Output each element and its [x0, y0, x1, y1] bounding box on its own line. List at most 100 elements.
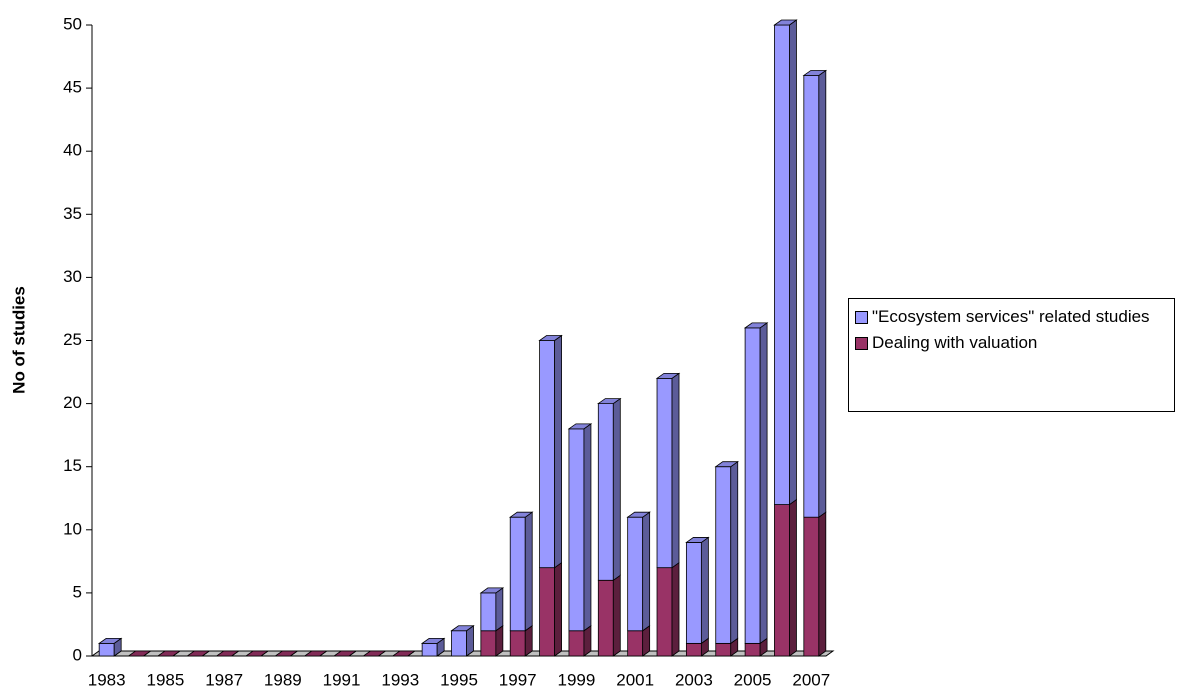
bar-segment [715, 466, 732, 644]
bar-segment [774, 24, 790, 505]
y-tick-label: 15 [63, 456, 82, 475]
bar-top [420, 637, 446, 644]
bar-segment [98, 642, 115, 657]
bar-side [671, 372, 680, 569]
legend-label: "Ecosystem services" related studies [872, 307, 1150, 326]
legend-label: Dealing with valuation [872, 333, 1038, 352]
bar-segment [627, 630, 644, 657]
x-tick-label: 1995 [440, 670, 478, 689]
bar-top [156, 650, 182, 657]
bar-segment [803, 516, 820, 657]
y-tick-label: 50 [63, 14, 82, 33]
y-tick-label: 20 [63, 393, 82, 412]
x-tick-label: 1993 [381, 670, 419, 689]
bar-side [612, 397, 621, 582]
bar-segment [568, 428, 585, 632]
bar-segment [685, 542, 702, 644]
y-tick-label: 45 [63, 78, 82, 97]
x-tick-label: 2001 [616, 670, 654, 689]
bar-segment [509, 516, 526, 632]
y-tick-label: 10 [63, 519, 82, 538]
bar-top [802, 70, 828, 76]
bar-top [450, 625, 475, 632]
x-tick-label: 1985 [146, 670, 184, 689]
bar-segment [744, 642, 761, 657]
bar-top [303, 650, 328, 657]
bar-side [700, 536, 709, 645]
bar-side [612, 574, 621, 657]
bar-top [391, 650, 417, 657]
bar-side [818, 511, 827, 657]
bar-segment [451, 630, 467, 657]
bar-top [773, 19, 798, 26]
x-tick-label: 2003 [675, 670, 713, 689]
bar-segment [656, 377, 673, 569]
bar-top [685, 537, 710, 543]
bar-segment [803, 75, 820, 518]
bar-segment [480, 592, 497, 632]
bar-side [730, 460, 739, 645]
y-axis-label: No of studies [9, 286, 28, 394]
bar-segment [685, 642, 702, 657]
legend-item: Dealing with valuation [855, 333, 1168, 353]
bar-top [597, 398, 622, 405]
bar-side [789, 19, 797, 506]
x-tick-label: 1987 [205, 670, 243, 689]
bar-side [583, 423, 592, 632]
bar-segment [480, 630, 497, 657]
bar-segment [744, 327, 761, 644]
bar-side [818, 69, 827, 518]
bar-top [215, 650, 240, 657]
bar-top [127, 650, 152, 657]
bar-top [626, 511, 651, 518]
bar-top [332, 650, 358, 657]
legend: "Ecosystem services" related studies Deal… [848, 298, 1175, 412]
y-tick-label: 30 [63, 267, 82, 286]
x-tick-label: 1999 [558, 670, 596, 689]
bar-side [789, 498, 797, 657]
bar-segment [539, 567, 555, 657]
bar-side [524, 511, 533, 632]
bar-side [495, 587, 504, 632]
bar-side [759, 322, 768, 645]
bar-segment [509, 630, 526, 657]
bar-top [97, 637, 123, 644]
bar-top [655, 372, 681, 379]
bar-top [274, 650, 299, 657]
bar-segment [656, 567, 673, 657]
y-tick-label: 40 [63, 141, 82, 160]
bar-segment [597, 403, 614, 581]
bar-side [671, 561, 680, 657]
y-tick-label: 35 [63, 204, 82, 223]
bar-segment [597, 579, 614, 657]
bar-top [538, 335, 563, 341]
x-tick-label: 2007 [792, 670, 830, 689]
bar-segment [421, 642, 438, 657]
x-tick-label: 1991 [323, 670, 361, 689]
bar-segment [539, 340, 555, 569]
bar-side [554, 561, 562, 657]
bar-top [244, 650, 270, 657]
x-tick-label: 1989 [264, 670, 302, 689]
bar-top [567, 423, 593, 430]
legend-swatch [855, 337, 868, 350]
y-tick-label: 5 [73, 582, 82, 601]
x-tick-label: 2005 [734, 670, 772, 689]
bar-segment [715, 642, 732, 657]
y-tick-label: 25 [63, 330, 82, 349]
legend-swatch [855, 311, 868, 324]
bar-side [642, 511, 651, 632]
x-tick-label: 1983 [88, 670, 126, 689]
legend-item: "Ecosystem services" related studies [855, 307, 1168, 327]
bar-top [362, 650, 387, 657]
bar-top [743, 322, 769, 329]
bar-side [554, 334, 562, 569]
y-tick-label: 0 [73, 645, 82, 664]
bar-top [479, 587, 505, 594]
bar-top [508, 511, 534, 518]
bar-segment [627, 516, 644, 632]
x-tick-label: 1997 [499, 670, 537, 689]
bar-segment [774, 504, 790, 657]
